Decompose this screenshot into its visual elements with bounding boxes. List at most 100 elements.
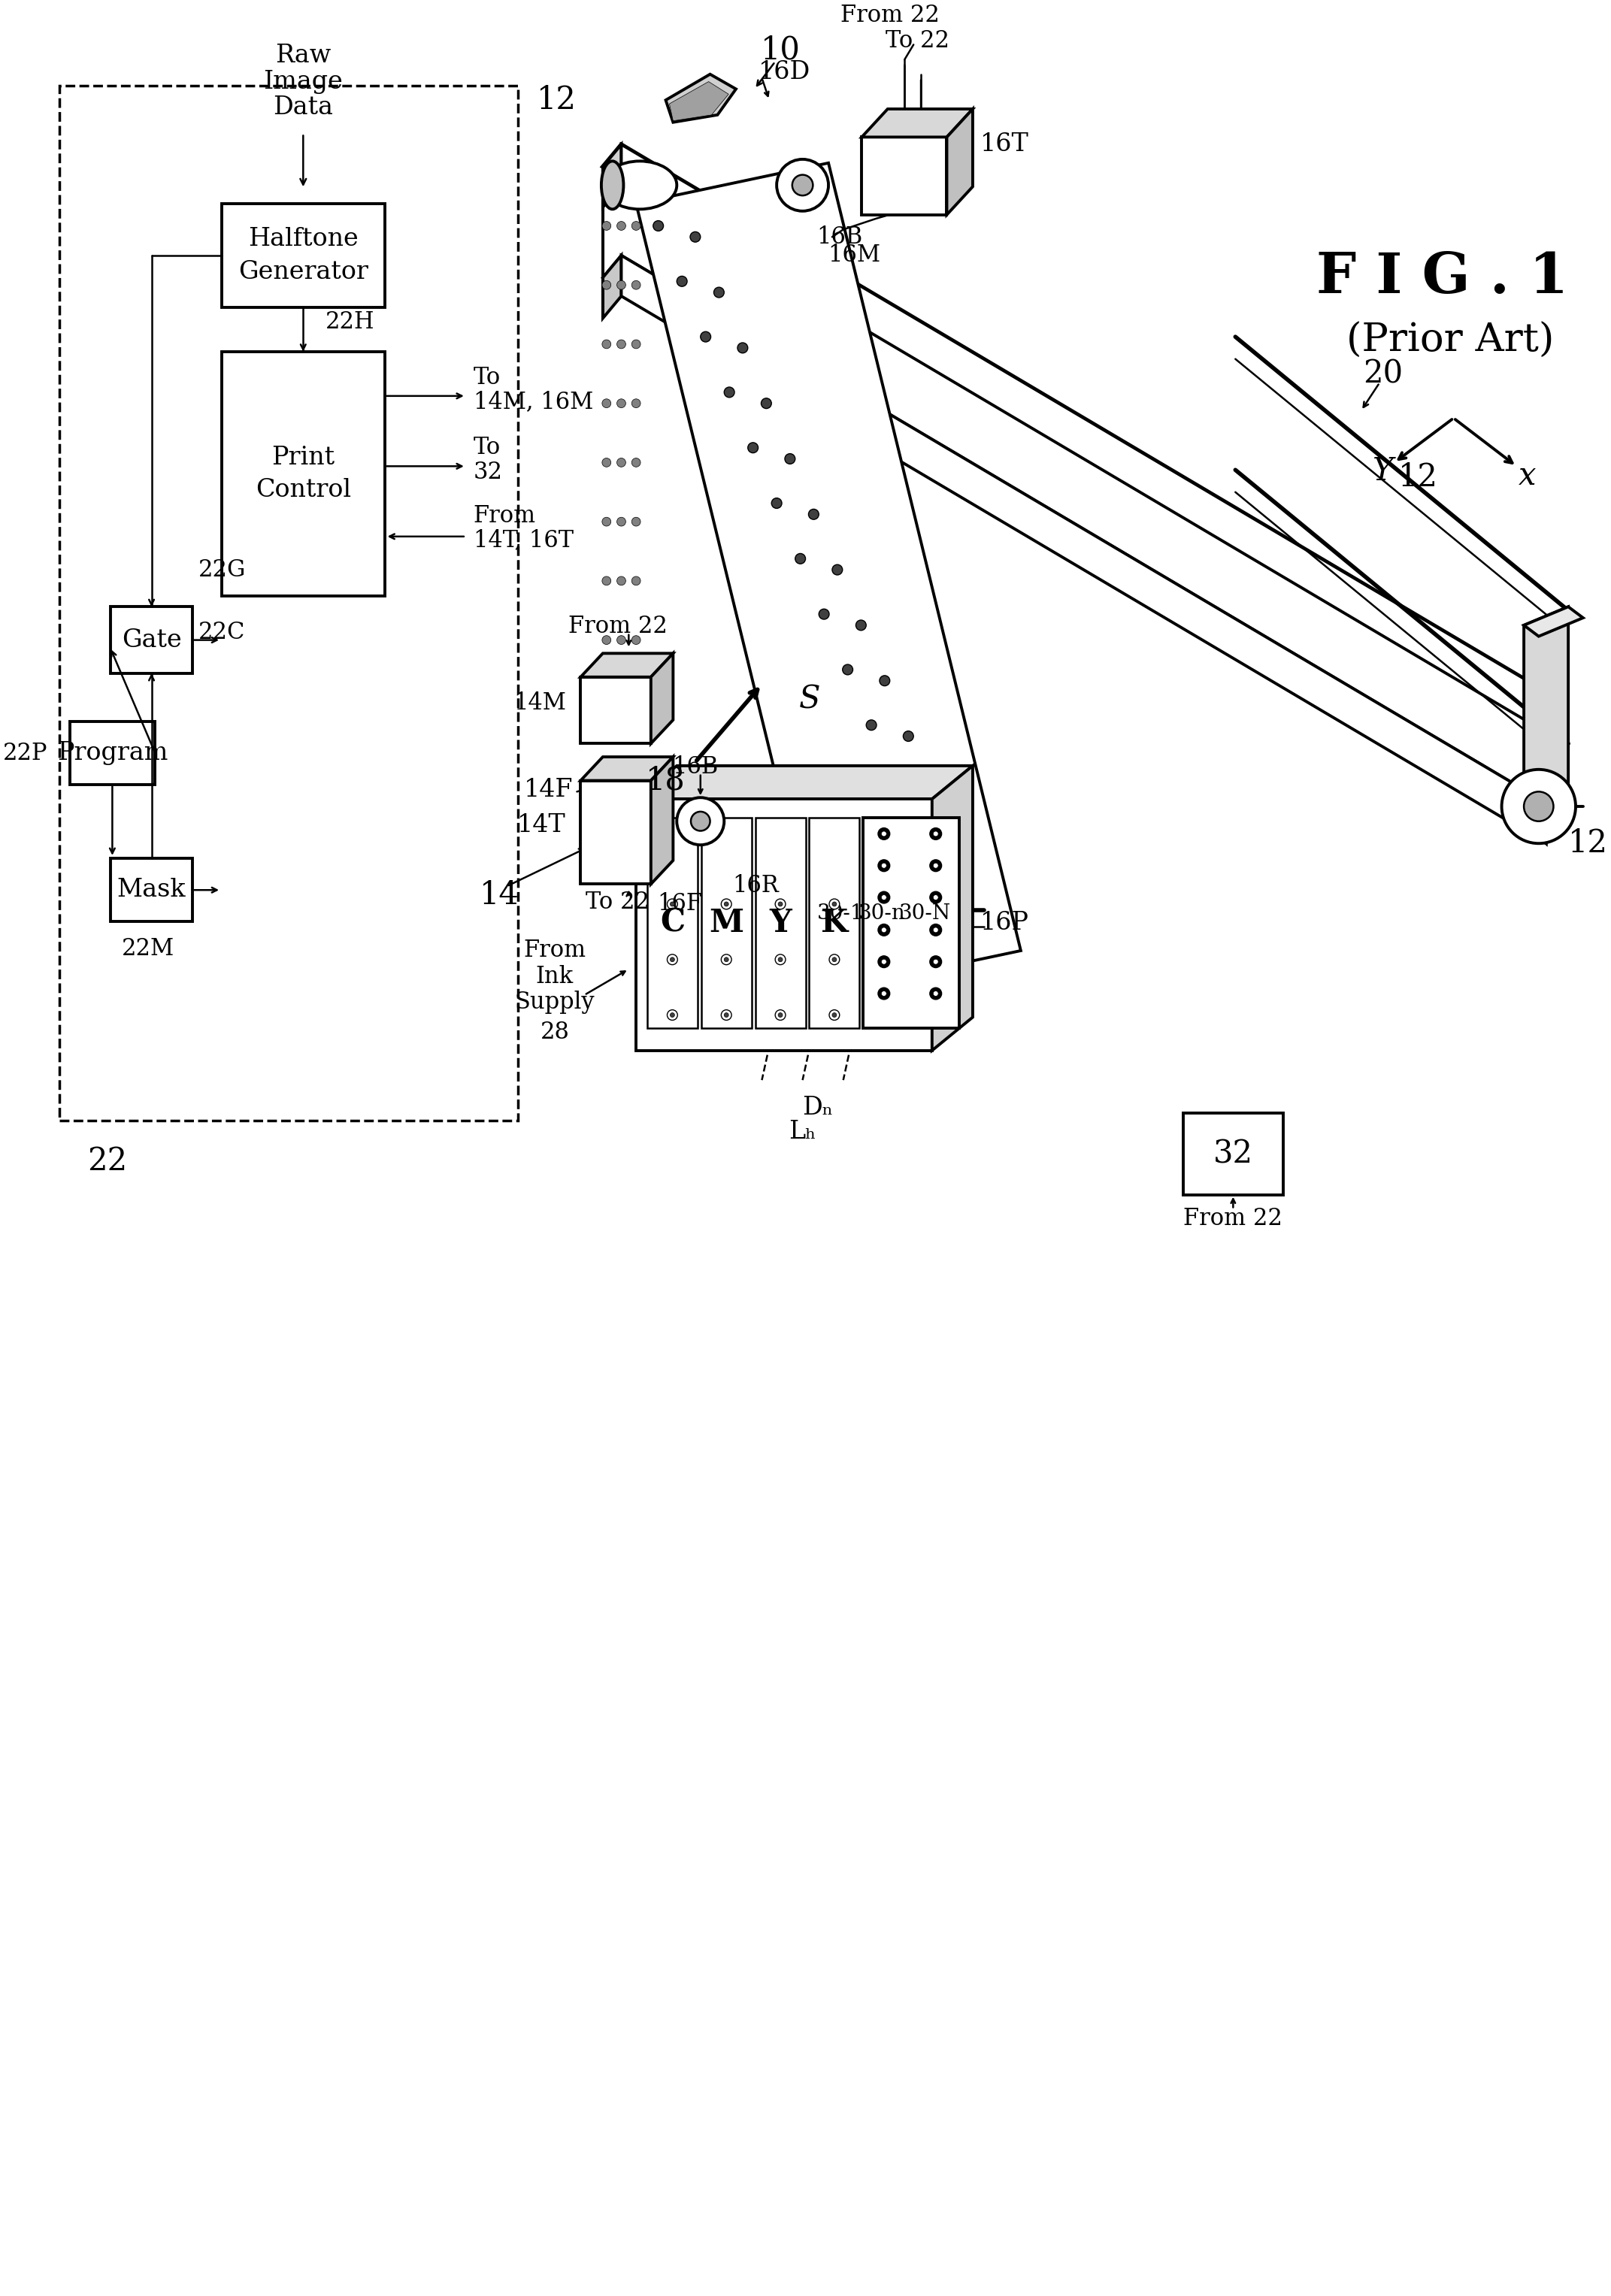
Bar: [60, 85, 517, 1120]
Text: F I G . 1: F I G . 1: [1316, 250, 1569, 305]
Text: 22H: 22H: [325, 310, 375, 333]
Circle shape: [930, 891, 942, 902]
Polygon shape: [947, 108, 973, 216]
Circle shape: [677, 797, 723, 845]
Circle shape: [878, 829, 889, 840]
Circle shape: [667, 1010, 678, 1019]
Text: Ink: Ink: [536, 964, 574, 987]
Circle shape: [777, 158, 828, 211]
Circle shape: [701, 331, 710, 342]
Text: Program: Program: [56, 742, 168, 765]
Polygon shape: [1524, 606, 1584, 636]
Text: 14: 14: [480, 879, 519, 912]
Text: 22C: 22C: [198, 620, 245, 645]
Text: To: To: [474, 436, 501, 459]
Text: Mask: Mask: [118, 877, 185, 902]
Circle shape: [677, 276, 688, 287]
Circle shape: [926, 788, 938, 797]
Circle shape: [667, 955, 678, 964]
Circle shape: [1524, 792, 1553, 822]
Circle shape: [889, 776, 901, 785]
Circle shape: [881, 960, 886, 964]
Polygon shape: [622, 145, 1547, 732]
Circle shape: [670, 957, 675, 962]
Text: 18: 18: [646, 765, 686, 797]
Circle shape: [878, 923, 889, 937]
Bar: [756, 817, 806, 1029]
Text: 16R: 16R: [733, 875, 778, 898]
Circle shape: [830, 955, 839, 964]
Text: 16P: 16P: [979, 912, 1029, 934]
Circle shape: [938, 886, 947, 898]
Circle shape: [930, 829, 942, 840]
Polygon shape: [636, 767, 973, 799]
Circle shape: [632, 400, 641, 409]
Circle shape: [950, 843, 960, 852]
Bar: [71, 721, 155, 785]
Circle shape: [881, 992, 886, 996]
Circle shape: [1501, 769, 1576, 843]
Circle shape: [830, 900, 839, 909]
Text: 14T: 14T: [517, 813, 565, 838]
Text: 14F: 14F: [524, 778, 574, 801]
Circle shape: [881, 863, 886, 868]
Text: From: From: [474, 505, 536, 528]
Text: M: M: [709, 907, 744, 939]
Circle shape: [881, 831, 886, 836]
Circle shape: [690, 232, 701, 241]
Circle shape: [933, 831, 938, 836]
Text: From 22: From 22: [569, 615, 667, 638]
Polygon shape: [933, 767, 973, 1052]
Polygon shape: [862, 108, 973, 138]
Circle shape: [603, 576, 611, 585]
Text: Lₕ: Lₕ: [789, 1120, 817, 1143]
Bar: [701, 817, 751, 1029]
Polygon shape: [651, 758, 673, 884]
Circle shape: [603, 280, 611, 289]
Text: Data: Data: [274, 96, 333, 119]
Circle shape: [617, 459, 625, 466]
Polygon shape: [1524, 606, 1568, 806]
Circle shape: [830, 1010, 839, 1019]
Circle shape: [878, 955, 889, 967]
Text: To 22: To 22: [886, 30, 949, 53]
Circle shape: [793, 174, 814, 195]
Circle shape: [930, 859, 942, 872]
Circle shape: [617, 517, 625, 526]
Text: 16B: 16B: [817, 225, 862, 248]
Circle shape: [617, 220, 625, 230]
Circle shape: [775, 1010, 786, 1019]
Polygon shape: [603, 145, 622, 207]
Polygon shape: [580, 677, 651, 744]
Bar: [648, 817, 698, 1029]
Text: 16D: 16D: [759, 60, 810, 85]
Text: To 22: To 22: [586, 891, 649, 914]
Text: K: K: [820, 907, 847, 939]
Circle shape: [632, 636, 641, 645]
Polygon shape: [580, 654, 673, 677]
Bar: [863, 817, 960, 1029]
Circle shape: [632, 576, 641, 585]
Circle shape: [930, 987, 942, 999]
Ellipse shape: [603, 161, 677, 209]
Circle shape: [617, 696, 625, 703]
Text: 22: 22: [87, 1146, 127, 1178]
Circle shape: [933, 960, 938, 964]
Circle shape: [603, 517, 611, 526]
Text: 22P: 22P: [3, 742, 48, 765]
Text: From: From: [524, 939, 586, 962]
Bar: [222, 351, 385, 595]
Circle shape: [722, 900, 731, 909]
Circle shape: [930, 955, 942, 967]
Circle shape: [603, 459, 611, 466]
Circle shape: [632, 517, 641, 526]
Circle shape: [772, 498, 781, 507]
Circle shape: [603, 220, 611, 230]
Text: C: C: [661, 907, 685, 939]
Circle shape: [723, 388, 735, 397]
Circle shape: [760, 397, 772, 409]
Circle shape: [748, 443, 759, 452]
Circle shape: [652, 220, 664, 232]
Polygon shape: [580, 758, 673, 781]
Text: Dₙ: Dₙ: [802, 1095, 833, 1120]
